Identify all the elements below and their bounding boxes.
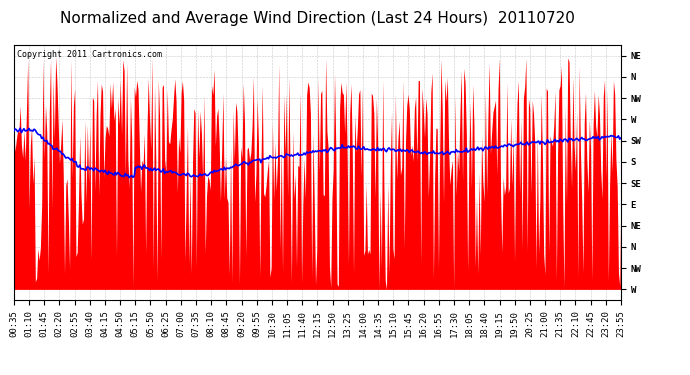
Text: Copyright 2011 Cartronics.com: Copyright 2011 Cartronics.com (17, 50, 162, 59)
Text: Normalized and Average Wind Direction (Last 24 Hours)  20110720: Normalized and Average Wind Direction (L… (60, 11, 575, 26)
